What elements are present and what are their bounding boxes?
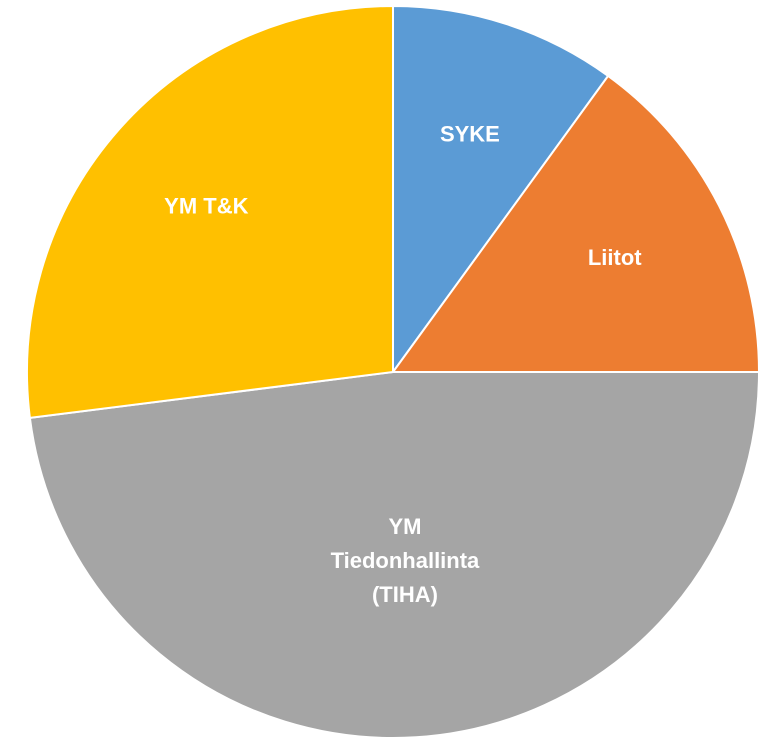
slice-label-line: Liitot xyxy=(588,245,642,270)
slice-label: SYKE xyxy=(440,121,500,146)
slice-label: YM T&K xyxy=(164,193,248,218)
pie-slice xyxy=(28,371,761,739)
slice-label-line: Tiedonhallinta xyxy=(331,548,480,573)
pie-slice xyxy=(392,4,610,376)
slice-label-line: YM T&K xyxy=(164,193,248,218)
slice-label-line: (TIHA) xyxy=(372,582,438,607)
slice-label-line: SYKE xyxy=(440,121,500,146)
slice-label-line: YM xyxy=(388,514,421,539)
pie-slice xyxy=(391,74,761,373)
slice-label: YM Tiedonhallinta (TIHA) xyxy=(331,514,480,607)
pie-slice xyxy=(26,4,394,419)
slice-label: Liitot xyxy=(588,245,642,270)
